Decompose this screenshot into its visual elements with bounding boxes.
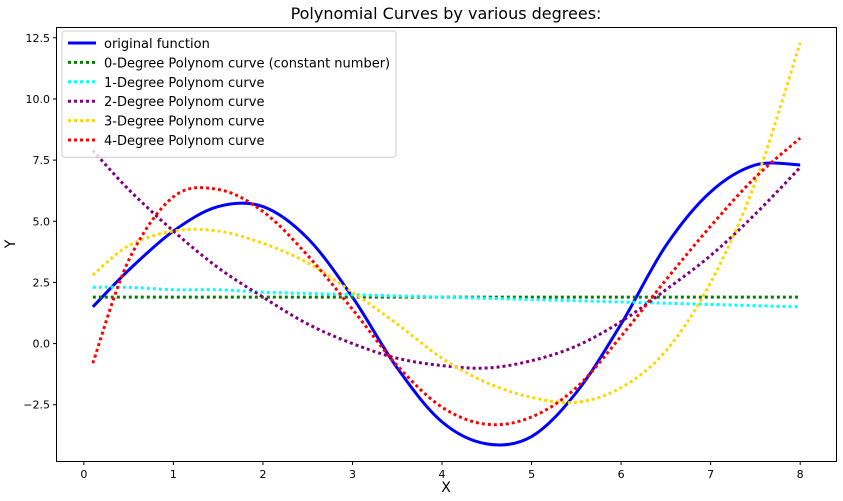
x-axis-label: X (441, 480, 451, 496)
legend: original function 0-Degree Polynom curve … (61, 30, 397, 158)
legend-box (61, 30, 397, 158)
x-tick-label: 3 (349, 468, 356, 481)
series-line-0 (91, 161, 801, 447)
series-line-3 (91, 149, 802, 370)
y-tick-label: 5.0 (33, 215, 51, 228)
x-tick-label: 0 (80, 468, 87, 481)
x-tick-label: 7 (707, 468, 714, 481)
x-tick-label: 1 (170, 468, 177, 481)
series-line-4 (91, 42, 802, 405)
legend-entry-label: 1-Degree Polynom curve (104, 76, 264, 91)
y-tick-label: 12.5 (26, 32, 51, 45)
legend-entry-label: original function (104, 37, 210, 52)
legend-entry-label: 0-Degree Polynom curve (constant number) (104, 56, 390, 71)
y-tick-label: 0.0 (33, 338, 51, 351)
chart-title: Polynomial Curves by various degrees: (291, 4, 602, 23)
series-line-5 (91, 136, 802, 427)
y-axis-label: Y (3, 239, 19, 249)
x-tick-label: 6 (618, 468, 625, 481)
plot-frame (56, 27, 837, 462)
series-line-2 (92, 285, 801, 309)
y-tick-label: −2.5 (23, 399, 50, 412)
y-tick-label: 7.5 (33, 154, 51, 167)
x-tick-label: 2 (259, 468, 266, 481)
y-tick-label: 2.5 (33, 276, 51, 289)
x-tick-label: 8 (797, 468, 804, 481)
y-tick-label: 10.0 (26, 93, 51, 106)
legend-entry-label: 4-Degree Polynom curve (104, 134, 264, 149)
legend-entry-label: 2-Degree Polynom curve (104, 95, 264, 110)
x-tick-label: 4 (439, 468, 446, 481)
x-tick-label: 5 (528, 468, 535, 481)
legend-entry-label: 3-Degree Polynom curve (104, 115, 264, 130)
